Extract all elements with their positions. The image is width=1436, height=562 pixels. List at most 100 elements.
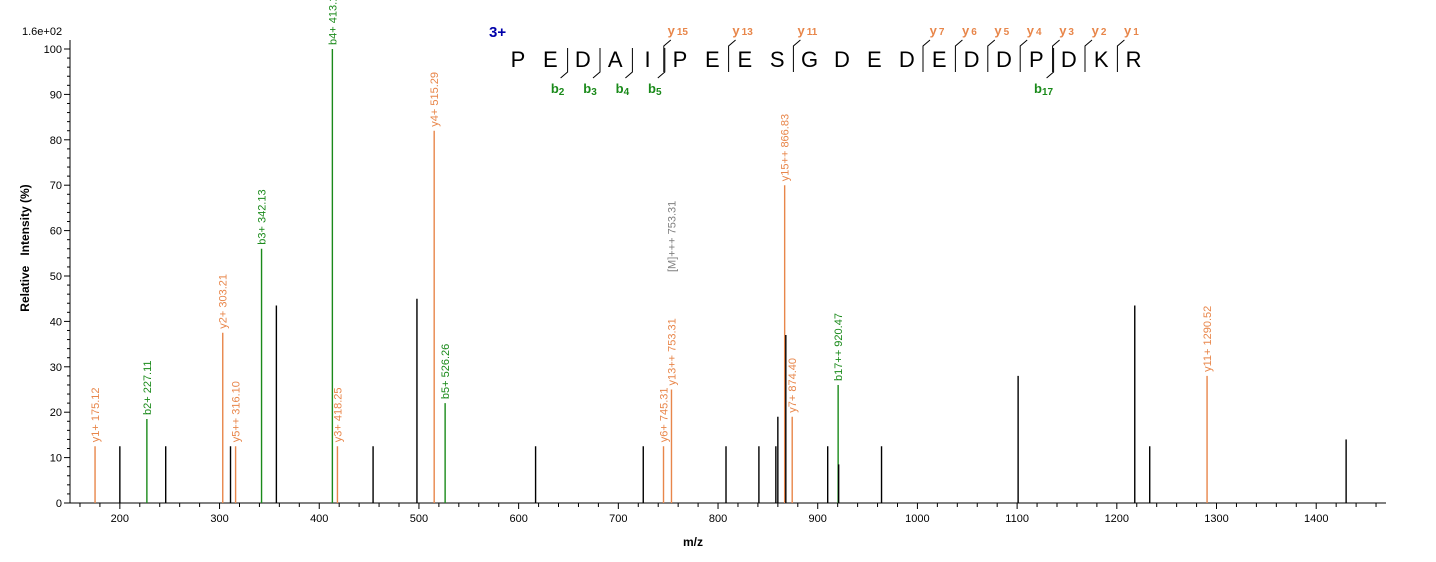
x-tick-label: 800: [709, 513, 727, 525]
sequence-residue: I: [645, 47, 651, 72]
x-tick-label: 1300: [1204, 513, 1228, 525]
peak-label: y13++ 753.31: [666, 318, 678, 385]
y-ion-tag: y 13: [732, 23, 753, 38]
sequence-residue: D: [996, 47, 1012, 72]
y-axis-title: Relative Intensity (%): [18, 184, 32, 311]
peak-label: y7+ 874.40: [787, 358, 799, 413]
sequence-residue: E: [932, 47, 947, 72]
peak-label: y2+ 303.21: [218, 274, 230, 329]
x-tick-label: 1200: [1105, 513, 1129, 525]
y-ion-bracket: [1084, 39, 1093, 72]
sequence-residue: E: [737, 47, 752, 72]
y-ion-bracket: [922, 39, 931, 72]
x-tick-label: 1000: [905, 513, 929, 525]
y-ion-bracket: [728, 39, 736, 72]
b-ion-tag: b4: [616, 81, 630, 98]
x-ticks: 200 300 400 500 600 700 800 900 1000 1100 1200 1300…: [79, 503, 1377, 525]
peak-label: y3+ 418.25: [332, 388, 344, 443]
b-ion-bracket: [657, 48, 666, 79]
y-ion-tag: y 11: [797, 23, 817, 38]
b-ion-bracket: [1046, 48, 1055, 79]
x-tick-label: 400: [310, 513, 328, 525]
sequence-residue: D: [575, 47, 591, 72]
sequence-residue: D: [1061, 47, 1077, 72]
x-tick-label: 700: [609, 513, 627, 525]
y-tick-label: 80: [50, 135, 62, 147]
b-ion-bracket: [560, 48, 569, 79]
y-tick-label: 100: [44, 44, 62, 56]
peak-label: b17++ 920.47: [833, 313, 845, 381]
y-tick-label: 0: [56, 498, 62, 510]
sequence-residue: P: [511, 47, 526, 72]
x-tick-label: 600: [509, 513, 527, 525]
y-ion-bracket: [1116, 39, 1125, 72]
y-max-label: 1.6e+02: [22, 26, 62, 38]
x-tick-label: 900: [809, 513, 827, 525]
peak-label: b2+ 227.11: [142, 360, 154, 415]
y-ion-bracket: [954, 39, 963, 72]
x-tick-label: 1400: [1304, 513, 1328, 525]
y-tick-label: 10: [50, 453, 62, 465]
x-tick-label: 200: [111, 513, 129, 525]
peaks: [94, 49, 1347, 503]
y-ion-bracket: [792, 39, 801, 72]
charge-state: 3+: [489, 24, 506, 41]
peak-label: y5++ 316.10: [231, 381, 243, 442]
y-ion-bracket: [1019, 39, 1028, 72]
x-tick-label: 1100: [1005, 513, 1029, 525]
y-tick-label: 60: [50, 226, 62, 238]
sequence-residue: S: [770, 47, 785, 72]
b-ion-bracket: [625, 48, 633, 79]
y-ion-bracket: [987, 39, 996, 72]
y-ion-tag: y 15: [668, 23, 689, 38]
sequence-residue: G: [801, 47, 818, 72]
y-ion-bracket: [1052, 39, 1060, 72]
y-tick-label: 70: [50, 180, 62, 192]
y-tick-label: 50: [50, 271, 62, 283]
sequence-residue: D: [964, 47, 980, 72]
b-ion-tag: b17: [1034, 81, 1054, 98]
sequence-residue: A: [608, 47, 623, 72]
peak-label: [M]+++ 753.31: [666, 201, 678, 272]
b-ion-tag: b2: [551, 81, 565, 98]
peak-label: b3+ 342.13: [257, 189, 269, 244]
x-axis-title: m/z: [683, 535, 703, 549]
b-ion-bracket: [592, 48, 601, 79]
sequence-residue: K: [1094, 47, 1109, 72]
y-ticks: 0 10 20 30 40 50 60 70 80 90 100: [44, 44, 70, 510]
sequence-residue: P: [673, 47, 688, 72]
peak-label: b4+ 413.17: [327, 0, 339, 45]
sequence-residue: D: [899, 47, 915, 72]
y-tick-label: 90: [50, 89, 62, 101]
sequence-residue: E: [543, 47, 558, 72]
y-tick-label: 40: [50, 316, 62, 328]
peak-label: y1+ 175.12: [90, 388, 102, 443]
y-tick-label: 30: [50, 362, 62, 374]
sequence-residue: E: [867, 47, 882, 72]
peak-label: y15++ 866.83: [780, 114, 792, 181]
sequence-residue: D: [834, 47, 850, 72]
b-ion-tag: b3: [583, 81, 597, 98]
y-tick-label: 20: [50, 407, 62, 419]
sequence-residue: E: [705, 47, 720, 72]
peak-label: y11+ 1290.52: [1202, 306, 1214, 372]
peak-label: y6+ 745.31: [659, 388, 671, 443]
sequence-residue: P: [1029, 47, 1044, 72]
x-tick-label: 500: [410, 513, 428, 525]
sequence-residue: R: [1126, 47, 1142, 72]
peak-labels: y1+ 175.12 b2+ 227.11 y2+ 303.21 y5++ 316.1…: [90, 0, 1214, 442]
peak-label: y4+ 515.29: [429, 72, 441, 127]
axes: [69, 40, 1386, 504]
b-ion-tag: b5: [648, 81, 662, 98]
y-ion-bracket: [663, 39, 672, 72]
peak-label: b5+ 526.26: [440, 344, 452, 399]
